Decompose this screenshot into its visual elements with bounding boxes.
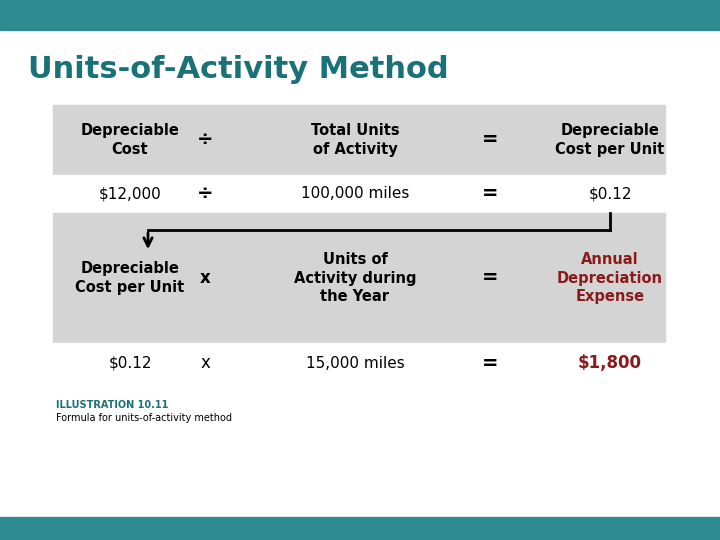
Text: =: = bbox=[482, 268, 498, 287]
Text: Copyright ©2018 John Wiley & Son, Inc.: Copyright ©2018 John Wiley & Son, Inc. bbox=[248, 523, 472, 533]
Bar bbox=[53, 105, 665, 175]
Bar bbox=[0, 517, 720, 540]
Text: Total Units
of Activity: Total Units of Activity bbox=[311, 123, 400, 157]
Text: Annual
Depreciation
Expense: Annual Depreciation Expense bbox=[557, 252, 663, 304]
Text: ÷: ÷ bbox=[197, 131, 213, 150]
Text: x: x bbox=[200, 354, 210, 372]
Text: $1,800: $1,800 bbox=[578, 354, 642, 372]
Text: Units of
Activity during
the Year: Units of Activity during the Year bbox=[294, 252, 416, 304]
Text: 28: 28 bbox=[680, 523, 695, 533]
Bar bbox=[53, 343, 665, 383]
Text: $12,000: $12,000 bbox=[99, 186, 161, 201]
Bar bbox=[53, 175, 665, 213]
Text: Formula for units-of-activity method: Formula for units-of-activity method bbox=[56, 413, 232, 423]
Text: =: = bbox=[482, 131, 498, 150]
Bar bbox=[0, 0, 720, 30]
Text: 100,000 miles: 100,000 miles bbox=[301, 186, 409, 201]
Bar bbox=[53, 213, 665, 343]
Text: 15,000 miles: 15,000 miles bbox=[305, 355, 405, 370]
Text: ILLUSTRATION 10.11: ILLUSTRATION 10.11 bbox=[56, 400, 168, 410]
Text: ÷: ÷ bbox=[197, 185, 213, 204]
Text: Depreciable
Cost: Depreciable Cost bbox=[81, 123, 179, 157]
Text: LO 2: LO 2 bbox=[28, 523, 53, 533]
Text: Depreciable
Cost per Unit: Depreciable Cost per Unit bbox=[555, 123, 665, 157]
Text: $0.12: $0.12 bbox=[108, 355, 152, 370]
Text: $0.12: $0.12 bbox=[588, 186, 631, 201]
Text: x: x bbox=[199, 269, 210, 287]
Text: =: = bbox=[482, 354, 498, 373]
Text: Units-of-Activity Method: Units-of-Activity Method bbox=[28, 55, 449, 84]
Text: =: = bbox=[482, 185, 498, 204]
Text: Depreciable
Cost per Unit: Depreciable Cost per Unit bbox=[76, 261, 184, 295]
